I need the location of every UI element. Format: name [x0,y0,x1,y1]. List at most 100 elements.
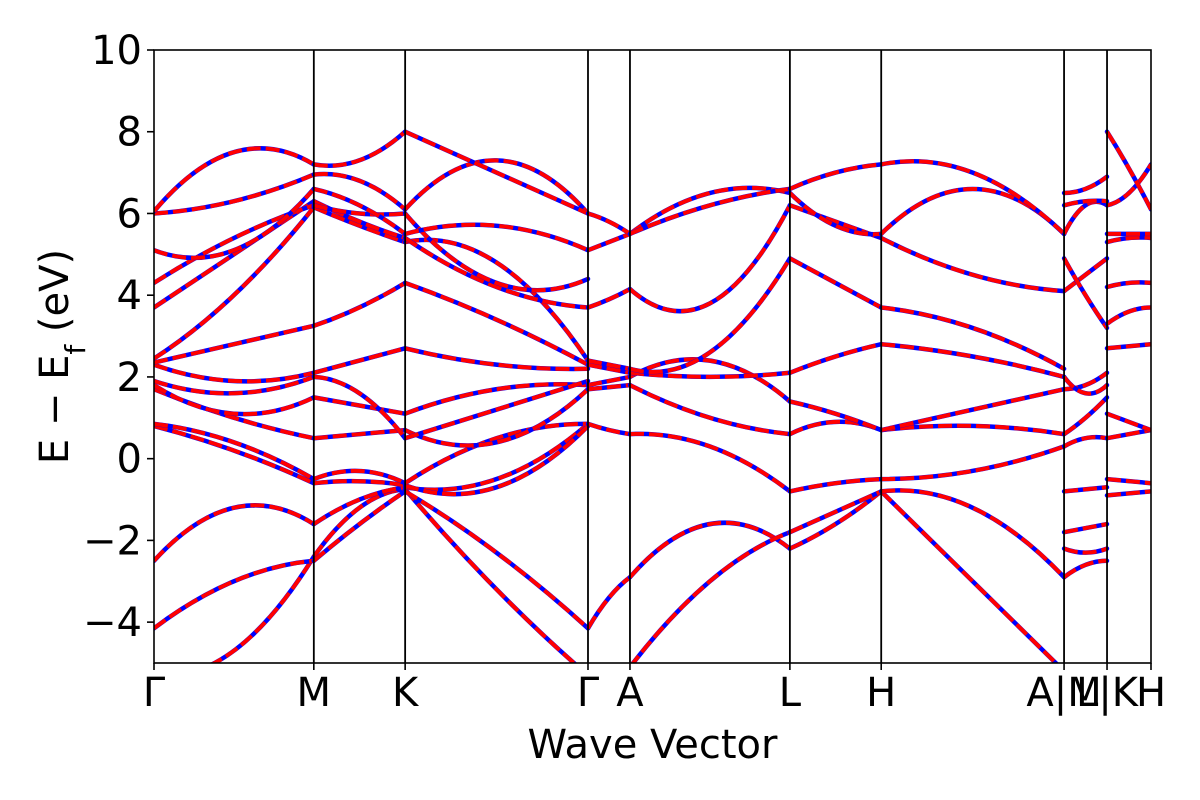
y-tick-label-5: 6 [117,191,142,237]
band-seg4-b9-red [629,186,791,236]
band-seg0-b0-red [210,555,316,663]
band-seg1-b1-red [312,489,407,563]
band-seg2-b5-red [404,387,590,448]
band-seg7-b4-red [1063,435,1108,449]
y-tick-label-4: 4 [117,273,142,319]
band-seg0-b2-red [154,503,315,563]
y-tick-label-3: 2 [117,355,142,401]
band-seg1-b12-red [313,203,406,217]
band-seg3-b9-red [587,211,632,236]
band-seg2-b12-red [403,212,589,293]
band-seg7-b3-red [1063,485,1108,494]
band-seg2-b1-blue [402,489,591,631]
band-seg7-b10-blue [1061,199,1110,237]
band-seg7-b10-red [1062,199,1109,235]
band-seg2-b15-red [404,129,589,216]
band-seg2-b7-red [404,379,589,441]
kpoint-lines-layer [312,50,1108,663]
y-axis-label-unit: (eV) [32,249,78,345]
band-seg1-b6-red [313,395,406,416]
band-seg8-b6-red [1106,280,1151,289]
band-seg6-b6-red [880,305,1066,371]
band-seg6-b4-red [880,387,1065,433]
band-seg6-b3-red [880,423,1065,437]
band-seg0-b4-red [154,421,315,481]
x-ticks-layer: Γ M K Γ A L H A|ML|KH [143,663,1166,716]
band-seg8-b1-red [1106,477,1151,486]
band-seg6-b9-red [880,159,1066,236]
y-tick-label-7: 10 [91,28,142,74]
band-seg0-b10-red [154,206,316,361]
band-seg2-b2-blue [402,421,591,492]
band-seg8-b9-red [1106,163,1151,208]
band-seg4-b5-red [629,370,791,379]
band-seg7-b11-red [1063,198,1108,208]
band-seg3-b5-red [587,362,631,375]
plot-frame [153,49,1152,664]
band-seg0-b10-blue [154,205,317,361]
x-tick-label-9: H [1136,670,1166,716]
band-seg7-b9-red [1062,257,1109,330]
band-seg8-b2-red [1106,428,1151,441]
band-seg4-b8-red [628,186,791,236]
band-seg5-b8-red [788,191,882,237]
x-tick-label-1: M [297,670,332,716]
band-seg2-b6-red [404,382,589,416]
band-seg1-b5-red [313,428,406,441]
band-seg7-b7-red [1062,375,1109,396]
band-seg6-b9-blue [878,159,1067,237]
band-seg8-b7-red [1106,235,1151,245]
band-seg6-b0-red [879,489,1059,663]
band-seg2-b1-red [404,489,590,630]
x-tick-label-4: A [616,670,644,716]
x-tick-label-0: Γ [143,670,166,716]
band-seg0-b7-red [154,375,315,396]
band-seg5-b5-red [789,342,882,375]
band-seg7-b8-red [1062,256,1109,293]
band-seg7-b1-red [1063,546,1108,555]
band-seg6-b7-blue [878,235,1067,294]
band-seg6-b1-red [880,488,1066,579]
band-seg3-b2-red [587,422,631,437]
x-tick-label-3: Γ [577,670,600,716]
band-seg1-b14-red [313,172,407,211]
band-seg4-b0-red [628,520,792,579]
band-seg2-b11-blue [402,235,591,310]
band-seg6-b6-blue [878,305,1067,372]
band-seg5-b8-blue [787,190,884,237]
band-seg1-b7-red [313,374,407,440]
band-seg5-b6-red [788,256,883,310]
band-seg4-b4-red [629,357,792,404]
x-tick-label-5: L [779,670,802,716]
y-axis-label-main: E − E [32,355,78,465]
band-seg1-b3-red [313,479,406,488]
band-seg0-b13-red [154,187,316,260]
y-tick-label-6: 8 [117,110,142,156]
band-seg1-b9-red [313,281,407,328]
y-tick-label-1: −2 [83,518,142,564]
band-seg2-b9-red [404,281,589,367]
band-seg4-b2-blue [627,431,793,494]
y-axis-label-subscript: f [59,344,92,355]
band-seg4-b6-red [629,257,792,375]
band-seg7-b5-red [1062,396,1109,436]
band-seg5-b9-red [789,162,882,191]
x-tick-label-2: K [392,670,420,716]
band-seg4-b2-red [629,431,792,493]
x-tick-label-6: H [866,670,896,716]
x-axis-label: Wave Vector [528,722,779,768]
band-seg4-b9-blue [627,186,793,237]
band-seg0-b14-red [154,172,315,216]
band-seg2-b8-red [404,346,589,371]
band-seg1-b4-red [313,468,406,485]
band-seg8-b5-red [1105,305,1151,326]
band-seg6-b2-red [881,444,1065,482]
band-seg1-b2-red [312,485,406,526]
band-seg3-b3-red [587,383,631,392]
band-seg2-b4-red [403,421,589,485]
band-seg4-b1-red [630,530,791,663]
band-seg6-b1-blue [878,488,1067,580]
band-seg7-b0-red [1062,558,1108,579]
band-seg2-b3-red [404,424,590,497]
